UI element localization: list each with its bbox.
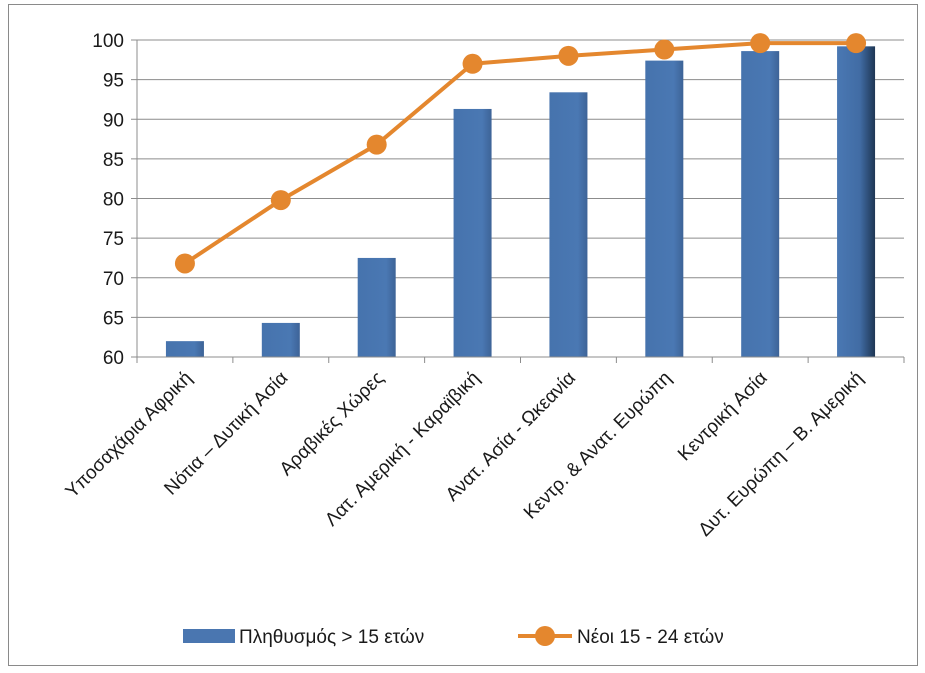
- y-tick-label: 100: [92, 31, 124, 52]
- line-point: [462, 53, 483, 74]
- y-tick-label: 85: [103, 150, 124, 171]
- y-tick-label: 60: [103, 348, 124, 369]
- y-tick-label: 70: [103, 269, 124, 290]
- line-point: [366, 134, 387, 155]
- bar: [741, 51, 780, 357]
- line-point: [558, 45, 579, 66]
- line-series-path: [183, 41, 857, 266]
- bar: [453, 108, 492, 357]
- y-tick-label: 75: [103, 229, 124, 250]
- legend-line-label: Νέοι 15 - 24 ετών: [577, 627, 724, 648]
- bar: [837, 46, 876, 358]
- line-point: [750, 33, 771, 54]
- y-tick-label: 95: [103, 71, 124, 92]
- axes: [136, 40, 905, 363]
- bar-series: [165, 46, 876, 358]
- line-point: [846, 33, 867, 54]
- legend-bar-swatch: [183, 629, 235, 643]
- x-category-label: Κεντρική Ασία: [674, 368, 772, 466]
- y-tick-label: 80: [103, 190, 124, 211]
- bar: [165, 341, 204, 357]
- x-category-label: Αραβικές Χώρες: [276, 368, 388, 480]
- y-tick-label: 65: [103, 308, 124, 329]
- y-tick-labels: 60 65 70 75 80 85 90 95 100: [92, 31, 124, 369]
- line-point: [654, 39, 675, 60]
- legend-line-marker: [535, 626, 555, 646]
- legend: Πληθυσμός > 15 ετών Νέοι 15 - 24 ετών: [183, 626, 724, 648]
- bar: [645, 60, 684, 357]
- x-category-label: Δυτ. Ευρώπη – Β. Αμερική: [695, 368, 868, 541]
- legend-bar-label: Πληθυσμός > 15 ετών: [239, 627, 424, 648]
- line-point: [270, 190, 291, 211]
- line-series: [174, 33, 867, 274]
- bar: [261, 322, 300, 357]
- bar: [357, 257, 396, 357]
- x-category-label: Λατ. Αμερική - Καραϊβική: [321, 368, 484, 531]
- line-point: [174, 253, 195, 274]
- gridlines: [131, 39, 904, 358]
- bar: [549, 92, 588, 358]
- y-tick-label: 90: [103, 110, 124, 131]
